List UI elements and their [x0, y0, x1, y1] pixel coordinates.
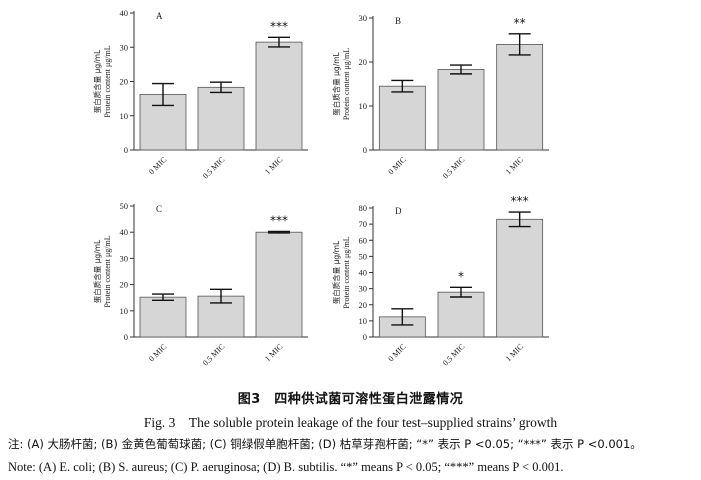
- x-tick-label: 1 MIC: [263, 155, 284, 176]
- y-tick-label: 0: [124, 145, 128, 155]
- y-tick-label: 20: [359, 300, 368, 310]
- y-tick-label: 30: [120, 42, 129, 52]
- bar-0-mic: [139, 296, 187, 338]
- significance-marker: ***: [511, 194, 529, 208]
- y-tick-label: 0: [363, 145, 367, 155]
- x-tick-label: 0 MIC: [147, 155, 168, 176]
- y-tick-label: 30: [120, 253, 129, 263]
- significance-marker: ***: [270, 19, 288, 33]
- x-tick-label: 0.5 MIC: [441, 155, 467, 181]
- bar-1-mic: [496, 44, 544, 151]
- y-tick-label: 10: [359, 316, 368, 326]
- bar-0-mic: [378, 85, 426, 151]
- bar-0.5-mic: [437, 291, 485, 338]
- panel-label: B: [395, 16, 401, 26]
- caption-chinese: 图3 四种供试菌可溶性蛋白泄露情况: [237, 392, 464, 407]
- bar-1-mic: [255, 41, 303, 151]
- y-tick-label: 20: [120, 77, 129, 87]
- x-tick-label: 0.5 MIC: [441, 342, 467, 368]
- y-axis-title: Protein content μg/mL: [103, 45, 112, 117]
- y-tick-label: 80: [359, 203, 368, 213]
- y-axis-title-cn: 蛋白质含量 μg/mL: [92, 239, 102, 303]
- y-tick-label: 20: [120, 280, 129, 290]
- x-tick-label: 0 MIC: [386, 342, 407, 363]
- y-tick-label: 10: [120, 111, 129, 121]
- y-axis-title-cn: 蛋白质含量 μg/mL: [331, 51, 341, 115]
- bar-0.5-mic: [437, 69, 485, 151]
- chart-panel-d: 0 10 20 30 40 50 60 70 80 蛋白质含量 μg/mL Protein cont…: [331, 194, 549, 368]
- significance-marker: *: [458, 269, 464, 283]
- significance-marker: ***: [270, 213, 288, 227]
- y-tick-label: 20: [359, 57, 368, 67]
- y-tick-label: 30: [359, 284, 368, 294]
- panel-label: D: [395, 206, 402, 216]
- y-tick-label: 0: [363, 332, 367, 342]
- x-tick-label: 0.5 MIC: [201, 155, 227, 181]
- y-tick-label: 10: [359, 101, 368, 111]
- panel-label: A: [156, 11, 163, 21]
- chart-panel-b: 0 10 20 30 蛋白质含量 μg/mL Protein content μg/mL B…: [331, 13, 549, 181]
- y-tick-label: 40: [359, 268, 368, 278]
- y-tick-label: 50: [359, 251, 368, 261]
- note-chinese: 注: (A) 大肠杆菌; (B) 金黄色葡萄球菌; (C) 铜绿假单胞杆菌; (…: [8, 437, 642, 451]
- y-tick-label: 40: [120, 227, 129, 237]
- chart-panel-a: 0 10 20 30 40 蛋白质含量 μg/mL Protein content μg/m…: [92, 8, 308, 181]
- y-tick-label: 0: [124, 332, 128, 342]
- x-tick-label: 0 MIC: [386, 155, 407, 176]
- caption-english: Fig. 3 The soluble protein leakage of th…: [143, 415, 558, 430]
- note-english: Note: (A) E. coli; (B) S. aureus; (C) P.…: [8, 460, 564, 474]
- chart-panel-c: 0 10 20 30 40 50 蛋白质含量 μg/mL Protein content μg…: [92, 201, 308, 368]
- y-tick-label: 40: [120, 8, 129, 18]
- y-tick-label: 30: [359, 13, 368, 23]
- y-tick-label: 50: [120, 201, 129, 211]
- panel-label: C: [156, 204, 162, 214]
- y-tick-label: 10: [120, 306, 129, 316]
- x-tick-label: 1 MIC: [504, 155, 525, 176]
- y-axis-title: Protein content μg/mL: [342, 236, 351, 308]
- x-tick-label: 0.5 MIC: [201, 342, 227, 368]
- y-tick-label: 60: [359, 235, 368, 245]
- bar-1-mic: [255, 231, 303, 338]
- bar-1-mic: [496, 218, 544, 338]
- x-tick-label: 1 MIC: [504, 342, 525, 363]
- y-axis-title: Protein content μg/mL: [342, 48, 351, 120]
- significance-marker: **: [514, 16, 526, 30]
- bar-0.5-mic: [197, 86, 245, 151]
- x-tick-label: 1 MIC: [263, 342, 284, 363]
- y-axis-title: Protein content μg/mL: [103, 235, 112, 307]
- y-axis-title-cn: 蛋白质含量 μg/mL: [331, 240, 341, 304]
- y-axis-title-cn: 蛋白质含量 μg/mL: [92, 49, 102, 113]
- x-tick-label: 0 MIC: [147, 342, 168, 363]
- y-tick-label: 70: [359, 219, 368, 229]
